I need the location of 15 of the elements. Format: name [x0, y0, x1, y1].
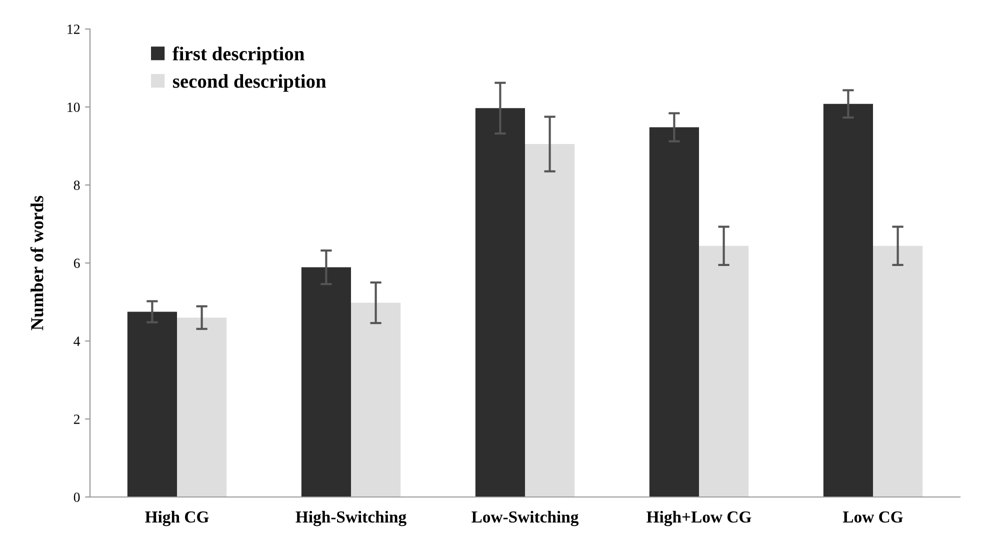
- legend-label: second description: [172, 74, 326, 92]
- x-tick-label: Low-Switching: [472, 510, 579, 526]
- y-axis-title: Number of words: [30, 196, 44, 330]
- x-tick-label: Low CG: [842, 511, 903, 523]
- x-tick-label: High+Low CG: [646, 510, 752, 526]
- y-tick-label: 2: [74, 414, 80, 424]
- y-tick-label: 4: [74, 336, 80, 346]
- y-tick-label: 0: [74, 492, 80, 502]
- y-tick-label: 12: [68, 24, 80, 34]
- x-tick-label: High CG: [145, 510, 209, 526]
- y-tick-label: 10: [68, 102, 80, 112]
- y-tick-label: 6: [74, 258, 80, 268]
- y-tick-label: 8: [74, 180, 80, 190]
- legend-label: first description: [172, 46, 304, 64]
- x-tick-label: High-Switching: [296, 510, 406, 526]
